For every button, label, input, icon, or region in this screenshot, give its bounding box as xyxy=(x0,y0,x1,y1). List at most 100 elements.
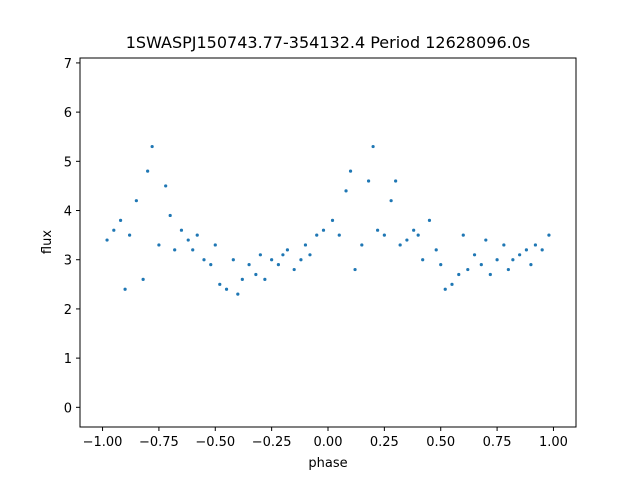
data-point xyxy=(479,263,483,267)
data-point xyxy=(398,243,402,247)
data-point xyxy=(330,218,335,222)
x-axis-label: phase xyxy=(308,456,347,471)
y-tick-label: 2 xyxy=(64,303,72,318)
data-point xyxy=(376,228,380,232)
y-axis-ticks: 0 1 2 3 4 5 6 7 xyxy=(64,57,80,416)
data-point xyxy=(202,258,206,262)
data-point xyxy=(112,228,116,232)
data-point xyxy=(186,238,190,242)
data-point xyxy=(412,228,416,232)
data-point xyxy=(191,248,195,252)
data-point xyxy=(524,248,529,252)
x-axis-ticks: −1.00 −0.75 −0.50 −0.25 0.00 0.25 0.50 0.75 1.00 xyxy=(83,427,568,450)
x-tick-label: −0.25 xyxy=(252,435,292,450)
data-point xyxy=(434,248,438,252)
x-tick-label: 0.00 xyxy=(314,435,343,450)
data-point xyxy=(105,238,109,242)
data-point xyxy=(511,258,515,262)
data-point xyxy=(281,253,285,257)
data-point xyxy=(518,253,522,257)
data-point xyxy=(366,179,371,183)
data-point xyxy=(495,258,499,262)
data-point xyxy=(488,272,492,277)
data-points xyxy=(105,144,551,296)
x-tick-label: 0.50 xyxy=(426,435,455,450)
data-point xyxy=(484,238,488,242)
data-point xyxy=(285,248,290,252)
data-point xyxy=(179,228,184,232)
data-point xyxy=(421,258,425,262)
data-point xyxy=(394,179,398,183)
data-point xyxy=(389,199,393,203)
y-axis-label: flux xyxy=(40,230,55,254)
data-point xyxy=(236,292,240,296)
data-point xyxy=(540,248,544,252)
data-point xyxy=(258,253,262,257)
data-point xyxy=(450,282,454,286)
data-point xyxy=(218,282,222,286)
data-point xyxy=(443,287,447,291)
data-point xyxy=(150,144,154,149)
y-tick-label: 1 xyxy=(64,352,72,367)
data-point xyxy=(315,233,319,237)
data-point xyxy=(547,233,551,237)
x-tick-label: −0.75 xyxy=(139,435,179,450)
data-point xyxy=(141,277,145,281)
data-point xyxy=(529,263,533,267)
data-point xyxy=(254,272,258,277)
data-point xyxy=(128,233,132,237)
data-point xyxy=(247,263,251,267)
x-tick-label: 0.75 xyxy=(483,435,512,450)
x-tick-label: 0.25 xyxy=(370,435,399,450)
data-point xyxy=(360,243,364,247)
data-point xyxy=(209,263,213,267)
data-point xyxy=(292,267,296,272)
data-point xyxy=(348,169,353,173)
data-point xyxy=(195,233,199,237)
data-point xyxy=(371,144,375,149)
data-point xyxy=(308,253,312,257)
data-point xyxy=(533,243,538,247)
y-tick-label: 6 xyxy=(64,106,72,121)
data-point xyxy=(224,287,229,291)
data-point xyxy=(344,189,348,193)
data-point xyxy=(231,258,235,262)
data-point xyxy=(118,218,123,222)
data-point xyxy=(506,267,510,272)
data-point xyxy=(134,199,138,203)
data-point xyxy=(240,277,244,281)
data-point xyxy=(405,238,409,242)
x-tick-label: 1.00 xyxy=(539,435,568,450)
data-point xyxy=(276,263,280,267)
chart-title: 1SWASPJ150743.77-354132.4 Period 1262809… xyxy=(126,33,531,52)
data-point xyxy=(303,243,308,247)
data-point xyxy=(157,243,161,247)
data-point xyxy=(164,184,168,188)
data-point xyxy=(457,272,461,277)
y-tick-label: 7 xyxy=(64,57,72,72)
data-point xyxy=(299,258,303,262)
data-point xyxy=(461,233,465,237)
data-point xyxy=(270,258,274,262)
data-point xyxy=(427,218,432,222)
data-point xyxy=(382,233,386,237)
x-tick-label: −0.50 xyxy=(195,435,235,450)
y-tick-label: 3 xyxy=(64,254,72,269)
data-point xyxy=(502,243,506,247)
data-point xyxy=(439,263,443,267)
data-point xyxy=(263,277,267,281)
data-point xyxy=(173,248,177,252)
data-point xyxy=(168,213,172,218)
data-point xyxy=(337,233,341,237)
y-tick-label: 0 xyxy=(64,401,72,416)
y-tick-label: 5 xyxy=(64,155,72,170)
data-point xyxy=(123,287,127,291)
data-point xyxy=(353,267,357,272)
data-point xyxy=(472,253,477,257)
y-tick-label: 4 xyxy=(64,205,72,220)
x-tick-label: −1.00 xyxy=(83,435,123,450)
data-point xyxy=(321,228,326,232)
data-point xyxy=(146,169,150,173)
